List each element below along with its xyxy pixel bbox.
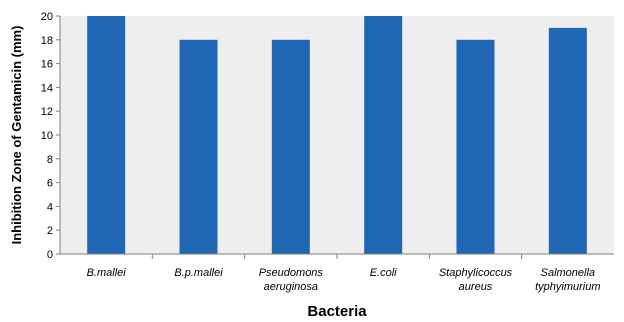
y-tick-label: 8 xyxy=(47,154,53,166)
x-tick-label: B.mallei xyxy=(87,267,127,279)
y-tick-label: 10 xyxy=(41,130,53,142)
y-tick-label: 6 xyxy=(47,178,53,190)
bar xyxy=(179,39,218,254)
plot-area xyxy=(60,16,614,254)
x-axis-title: Bacteria xyxy=(307,303,367,320)
x-labels-group: B.mallei B.p.mallei Pseudomons aeruginosa E.… xyxy=(87,254,601,293)
y-axis-title: Inhibition Zone of Gentamicin (mm) xyxy=(9,26,24,245)
bar xyxy=(456,39,495,254)
x-tick-label: Staphylicoccus aureus xyxy=(439,267,513,293)
y-tick-label: 18 xyxy=(41,35,53,47)
x-tick-label: Salmonella typhyimurium xyxy=(535,267,600,293)
y-ticks-group: 0 2 4 6 8 10 12 14 16 18 20 xyxy=(41,11,60,261)
y-tick-label: 14 xyxy=(41,82,53,94)
bar xyxy=(548,27,587,255)
x-tick-label: Pseudomons aeruginosa xyxy=(259,267,324,293)
bar xyxy=(364,16,403,254)
x-tick-label: B.p.mallei xyxy=(174,267,223,279)
bars-group xyxy=(87,16,587,255)
bar xyxy=(271,39,310,254)
y-tick-label: 4 xyxy=(47,201,53,213)
y-tick-label: 12 xyxy=(41,106,53,118)
y-tick-label: 2 xyxy=(47,225,53,237)
y-tick-label: 16 xyxy=(41,59,53,71)
bar xyxy=(87,16,126,254)
x-tick-label: E.coli xyxy=(370,267,397,279)
y-tick-label: 0 xyxy=(47,249,53,261)
y-tick-label: 20 xyxy=(41,11,53,23)
